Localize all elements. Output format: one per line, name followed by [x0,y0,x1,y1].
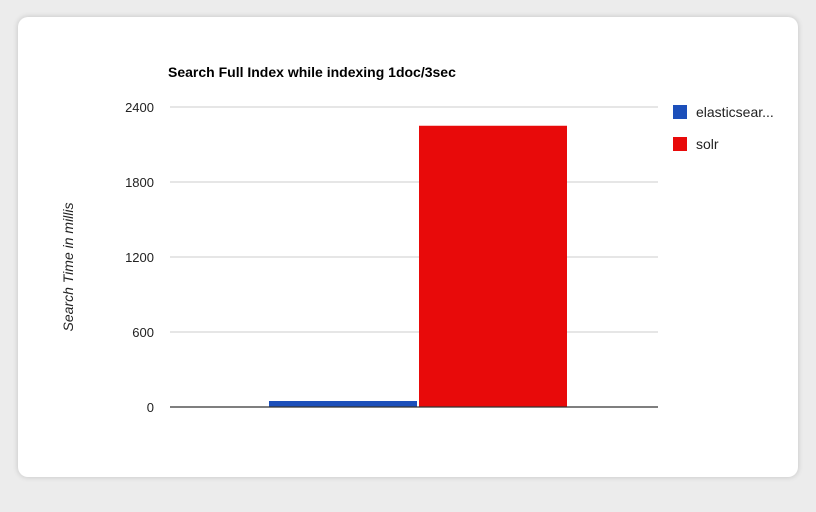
y-tick-label: 1200 [125,250,154,265]
bar-elasticsearch [269,401,417,407]
legend-swatch [673,137,687,151]
legend-swatch [673,105,687,119]
chart-title: Search Full Index while indexing 1doc/3s… [168,64,456,80]
y-tick-label: 1800 [125,175,154,190]
y-axis-label: Search Time in millis [60,202,76,331]
y-tick-label: 600 [132,325,154,340]
y-tick-label: 0 [147,400,154,415]
bars [269,125,567,407]
y-tick-label: 2400 [125,100,154,115]
legend-label: elasticsear... [696,104,774,120]
chart: Search Full Index while indexing 1doc/3s… [60,64,774,415]
chart-card: Search Full Index while indexing 1doc/3s… [18,17,798,477]
legend: elasticsear... solr [673,104,774,152]
y-tick-labels: 0 600 1200 1800 2400 [125,100,154,415]
gridlines [170,106,658,333]
legend-label: solr [696,136,719,152]
bar-solr [419,125,567,407]
